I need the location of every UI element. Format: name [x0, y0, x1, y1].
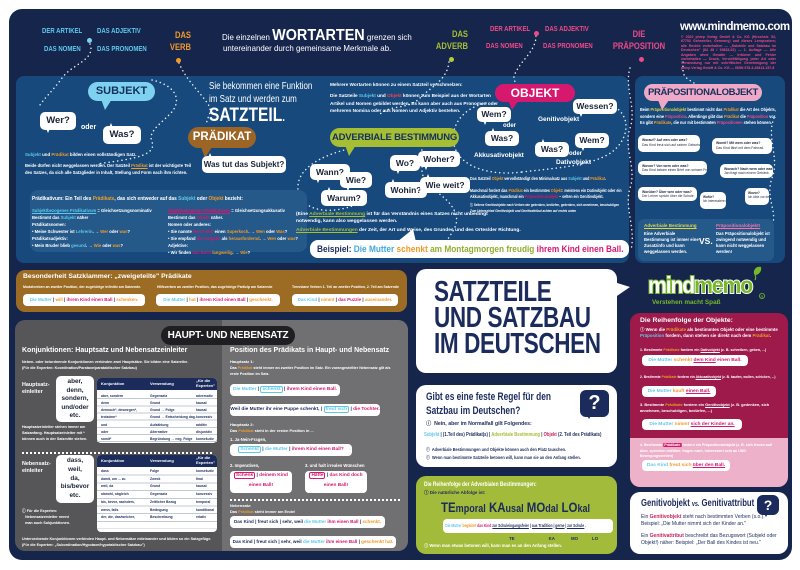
svg-text:R: R: [761, 294, 764, 299]
